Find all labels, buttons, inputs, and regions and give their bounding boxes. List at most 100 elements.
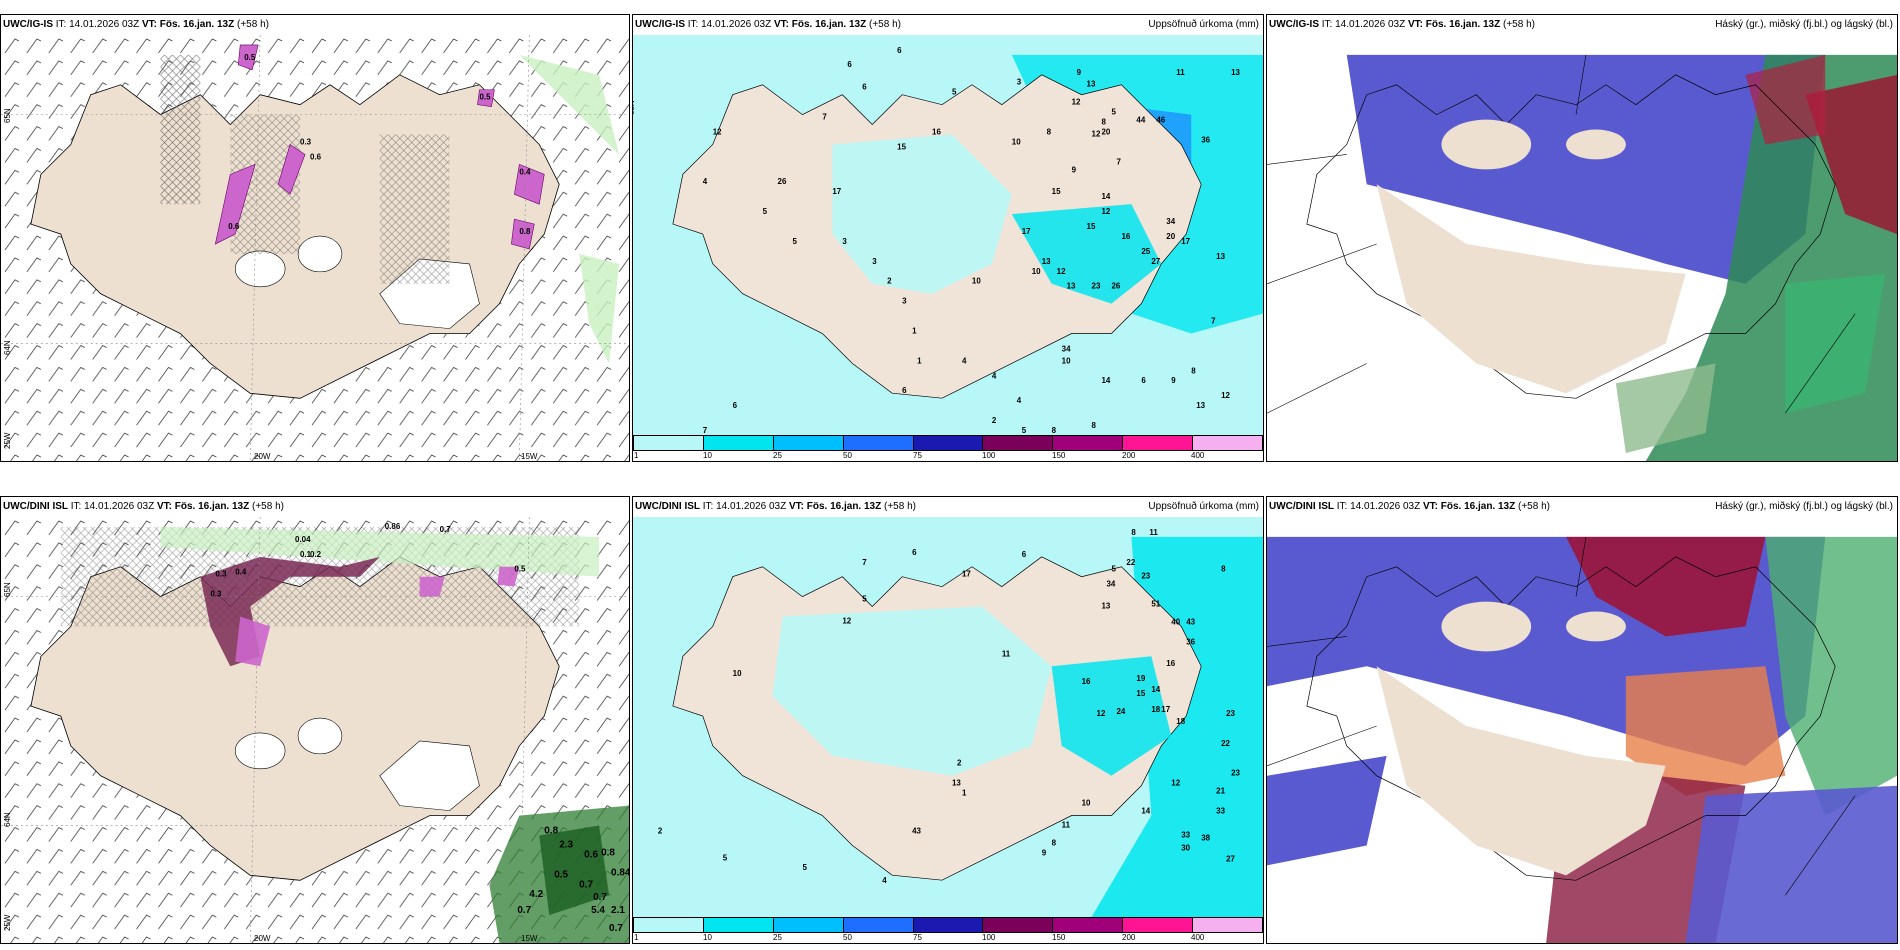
lat-label: 65N bbox=[632, 100, 636, 115]
svg-text:4: 4 bbox=[882, 876, 887, 885]
svg-text:4: 4 bbox=[703, 177, 708, 186]
svg-text:7: 7 bbox=[703, 426, 708, 435]
lat-label: 65N bbox=[3, 582, 12, 597]
svg-text:0.04: 0.04 bbox=[295, 535, 311, 544]
svg-text:12: 12 bbox=[1057, 267, 1066, 276]
svg-text:0.84: 0.84 bbox=[611, 867, 629, 878]
svg-text:23: 23 bbox=[1141, 572, 1150, 581]
svg-text:14: 14 bbox=[1102, 376, 1111, 385]
svg-text:26: 26 bbox=[1111, 282, 1120, 291]
svg-text:5: 5 bbox=[723, 853, 728, 862]
svg-text:27: 27 bbox=[1226, 854, 1235, 863]
svg-text:19: 19 bbox=[1136, 674, 1145, 683]
colorbar-swatch bbox=[703, 918, 774, 932]
svg-text:12: 12 bbox=[1097, 709, 1106, 718]
colorbar-tick: 10 bbox=[703, 451, 712, 460]
svg-text:12: 12 bbox=[842, 616, 851, 625]
svg-text:0.1: 0.1 bbox=[300, 550, 312, 559]
svg-text:16: 16 bbox=[1121, 232, 1130, 241]
svg-text:11: 11 bbox=[1002, 649, 1011, 658]
colorbar-swatch bbox=[773, 436, 844, 450]
svg-text:3: 3 bbox=[1017, 78, 1022, 87]
cloud-map[interactable] bbox=[1267, 517, 1897, 943]
svg-text:6: 6 bbox=[912, 548, 917, 557]
svg-text:12: 12 bbox=[1072, 98, 1081, 107]
svg-text:2: 2 bbox=[957, 759, 962, 768]
colorbar-swatch bbox=[1053, 436, 1124, 450]
svg-text:5: 5 bbox=[862, 595, 867, 604]
svg-text:6: 6 bbox=[902, 386, 907, 395]
lon-label: 20W bbox=[254, 452, 271, 461]
svg-text:18: 18 bbox=[1151, 705, 1160, 714]
panel-header: UWC/IG-IS IT: 14.01.2026 03Z VT: Fös. 16… bbox=[1267, 15, 1897, 35]
svg-text:2: 2 bbox=[992, 416, 997, 425]
precip-map[interactable]: 6 6 6 5 3 7 9 13 11 13 12 5 8 10 16 15 8… bbox=[633, 35, 1263, 435]
svg-text:22: 22 bbox=[1126, 558, 1135, 567]
snow-value: 0.3 bbox=[300, 137, 312, 146]
colorbar-tick: 75 bbox=[913, 451, 922, 460]
svg-text:2.3: 2.3 bbox=[559, 839, 573, 850]
svg-text:5: 5 bbox=[952, 88, 957, 97]
svg-text:0.2: 0.2 bbox=[310, 550, 322, 559]
svg-text:2: 2 bbox=[887, 277, 892, 286]
svg-text:9: 9 bbox=[1171, 376, 1176, 385]
precip-colorbar: 1 10 25 50 75 100 150 200 400 bbox=[633, 917, 1263, 943]
colorbar-tick: 100 bbox=[982, 451, 996, 460]
precip-map[interactable]: 7 6 6 5 8 11 8 22 23 34 13 51 40 43 16 3… bbox=[633, 517, 1263, 917]
svg-text:17: 17 bbox=[1181, 237, 1190, 246]
svg-text:0.3: 0.3 bbox=[210, 590, 222, 599]
svg-text:3: 3 bbox=[872, 257, 877, 266]
svg-text:0.7: 0.7 bbox=[579, 879, 593, 890]
wind-map[interactable]: 0.86 0.7 0.04 0.1 0.2 0.3 0.4 0.3 0.5 0.… bbox=[1, 517, 629, 943]
svg-text:8: 8 bbox=[1092, 421, 1097, 430]
snow-value: 0.5 bbox=[479, 93, 491, 102]
svg-text:18: 18 bbox=[1176, 717, 1185, 726]
svg-text:15: 15 bbox=[897, 142, 906, 151]
svg-text:6: 6 bbox=[1022, 550, 1027, 559]
cloud-map[interactable] bbox=[1267, 35, 1897, 461]
svg-text:23: 23 bbox=[1092, 282, 1101, 291]
precip-colorbar: 1 10 25 50 75 100 150 200 400 bbox=[633, 435, 1263, 461]
svg-text:24: 24 bbox=[1116, 707, 1125, 716]
snow-value: 0.5 bbox=[244, 53, 256, 62]
svg-text:17: 17 bbox=[1022, 227, 1031, 236]
svg-text:11: 11 bbox=[1149, 528, 1158, 537]
colorbar-tick: 200 bbox=[1122, 933, 1136, 942]
svg-text:21: 21 bbox=[1216, 787, 1225, 796]
colorbar-tick: 1 bbox=[634, 451, 639, 460]
svg-text:5: 5 bbox=[802, 863, 807, 872]
svg-text:20: 20 bbox=[1166, 232, 1175, 241]
svg-text:0.3: 0.3 bbox=[215, 570, 227, 579]
wind-map[interactable]: 0.5 0.3 0.6 0.5 0.4 0.8 0.6 bbox=[1, 35, 629, 461]
svg-text:4: 4 bbox=[962, 356, 967, 365]
colorbar-tick: 50 bbox=[843, 451, 852, 460]
svg-text:22: 22 bbox=[1221, 739, 1230, 748]
svg-text:9: 9 bbox=[1077, 68, 1082, 77]
svg-text:5: 5 bbox=[1111, 108, 1116, 117]
svg-text:10: 10 bbox=[733, 669, 742, 678]
svg-text:15: 15 bbox=[1087, 222, 1096, 231]
svg-text:34: 34 bbox=[1062, 344, 1071, 353]
svg-text:5: 5 bbox=[1111, 565, 1116, 574]
svg-text:12: 12 bbox=[713, 128, 722, 137]
svg-text:36: 36 bbox=[1186, 637, 1195, 646]
svg-text:13: 13 bbox=[1067, 282, 1076, 291]
svg-text:10: 10 bbox=[1032, 267, 1041, 276]
svg-text:3: 3 bbox=[842, 237, 847, 246]
panel-header: UWC/IG-IS IT: 14.01.2026 03Z VT: Fös. 16… bbox=[1, 15, 629, 35]
svg-text:15: 15 bbox=[1052, 187, 1061, 196]
lon-label: 15W bbox=[521, 452, 538, 461]
colorbar-tick: 50 bbox=[843, 933, 852, 942]
map-panel-precip-top: UWC/IG-IS IT: 14.01.2026 03Z VT: Fös. 16… bbox=[632, 14, 1264, 462]
svg-text:6: 6 bbox=[862, 83, 867, 92]
svg-text:8: 8 bbox=[1047, 128, 1052, 137]
lat-label: 65N bbox=[3, 108, 12, 123]
svg-text:2: 2 bbox=[658, 826, 663, 835]
svg-text:33: 33 bbox=[1216, 807, 1225, 816]
svg-text:2.1: 2.1 bbox=[611, 905, 625, 916]
svg-text:1: 1 bbox=[917, 356, 922, 365]
svg-text:6: 6 bbox=[847, 60, 852, 69]
svg-text:16: 16 bbox=[1166, 659, 1175, 668]
svg-text:26: 26 bbox=[778, 177, 787, 186]
colorbar-swatch bbox=[634, 918, 704, 932]
